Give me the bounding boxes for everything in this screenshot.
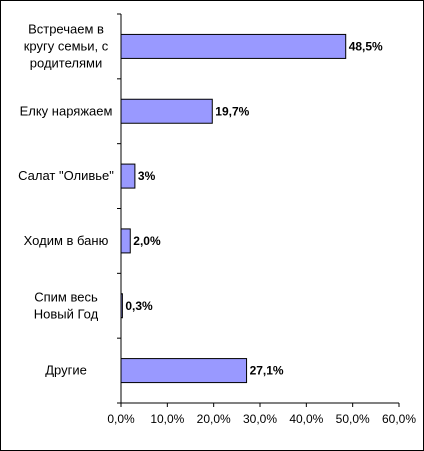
bar (120, 98, 213, 124)
category-label-line: Ходим в баню (24, 233, 109, 248)
x-tick-label: 40,0% (289, 412, 323, 426)
category-label-line: Новый Год (34, 306, 99, 321)
category-label-line: Другие (45, 363, 87, 378)
bar (120, 228, 131, 254)
category-label-line: Елку наряжаем (20, 103, 113, 118)
data-label: 3% (138, 169, 156, 183)
category-label: Другие (45, 363, 87, 378)
category-label: Спим весь Новый Год (34, 289, 99, 321)
x-tick-label: 60,0% (382, 412, 416, 426)
x-tick-label: 0,0% (107, 412, 135, 426)
category-label-line: Встречаем в (28, 21, 104, 36)
bar (120, 163, 136, 189)
data-label: 27,1% (250, 364, 284, 378)
category-label: Елку наряжаем (20, 103, 113, 118)
category-label-line: Спим весь (34, 289, 98, 304)
category-label-line: родителями (30, 55, 102, 70)
data-label: 0,3% (125, 299, 153, 313)
category-label: Салат "Оливье" (18, 168, 114, 183)
bar (120, 33, 347, 59)
x-tick-label: 50,0% (336, 412, 370, 426)
x-tick-label: 30,0% (243, 412, 277, 426)
category-label-line: кругу семьи, с (24, 38, 109, 53)
bar (120, 293, 123, 319)
data-label: 48,5% (349, 39, 383, 53)
data-label: 2,0% (133, 234, 161, 248)
x-tick-label: 20,0% (197, 412, 231, 426)
category-label: Ходим в баню (24, 233, 109, 248)
x-tick-label: 10,0% (150, 412, 184, 426)
category-label-line: Салат "Оливье" (18, 168, 114, 183)
category-label: Встречаем в кругу семьи, с родителями (24, 21, 109, 70)
bar (120, 358, 248, 384)
data-label: 19,7% (215, 104, 249, 118)
